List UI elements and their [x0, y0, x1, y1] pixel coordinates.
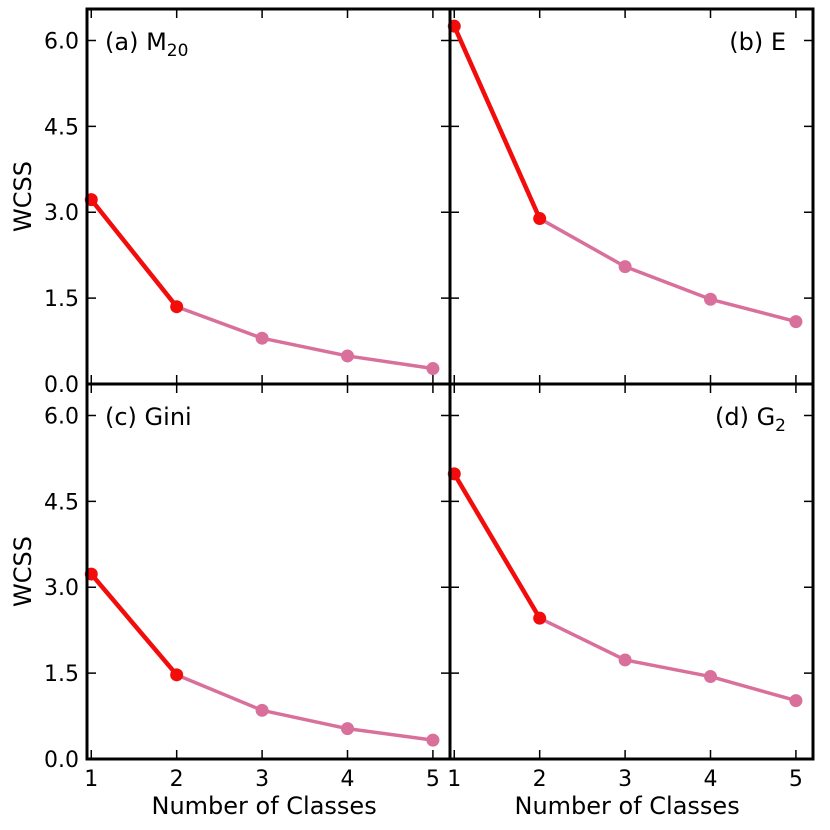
- y-tick-label: 3.0: [44, 576, 79, 601]
- data-point: [789, 315, 803, 329]
- series-line-shallow: [538, 616, 797, 703]
- data-point: [341, 349, 355, 363]
- x-tick-label: 5: [426, 767, 440, 792]
- y-axis-title: WCSS: [9, 161, 37, 232]
- y-tick-label: 4.5: [44, 115, 79, 140]
- series-line-steep: [89, 572, 179, 677]
- x-tick-label: 3: [255, 767, 269, 792]
- panel-label-text: (a) M: [105, 28, 167, 56]
- x-tick-label: 1: [447, 767, 461, 792]
- x-tick-label: 3: [618, 767, 632, 792]
- data-point: [341, 722, 355, 736]
- axes-frame: [85, 7, 452, 386]
- data-point: [170, 668, 184, 682]
- series-line-steep: [89, 198, 179, 309]
- y-tick-label: 4.5: [44, 490, 79, 515]
- data-point: [618, 260, 632, 274]
- data-point: [704, 292, 718, 306]
- data-point: [255, 331, 269, 345]
- panel-label-d: (d) G2: [715, 403, 786, 436]
- data-point: [533, 212, 547, 226]
- y-tick-label: 6.0: [44, 29, 79, 54]
- panel-label-b: (b) E: [729, 28, 786, 56]
- panel-label-subscript: 2: [775, 416, 786, 436]
- x-tick-label: 4: [704, 767, 718, 792]
- panel-c: 0.0 1.5 3.0 4.5 6.0 1 2 3 4 5 WCSS Number of Classe…: [9, 382, 452, 820]
- x-tick-label: 2: [533, 767, 547, 792]
- x-axis-title: Number of Classes: [151, 792, 376, 820]
- x-tick-label: 5: [789, 767, 803, 792]
- panel-b: (b) E: [447, 7, 815, 386]
- series-line-shallow: [176, 305, 434, 371]
- series-line-shallow: [176, 673, 434, 742]
- data-point: [255, 703, 269, 717]
- data-point: [704, 670, 718, 684]
- data-point: [533, 611, 547, 625]
- y-tick-label: 1.5: [44, 662, 79, 687]
- x-tick-label: 4: [341, 767, 355, 792]
- data-point: [426, 362, 440, 376]
- data-point: [426, 733, 440, 747]
- axes-frame: [448, 7, 815, 386]
- y-tick-label: 6.0: [44, 404, 79, 429]
- x-tick-label: 2: [170, 767, 184, 792]
- axes-frame: [85, 382, 452, 761]
- panel-label-subscript: 20: [167, 41, 189, 61]
- panel-label-text: (b) E: [729, 28, 786, 56]
- y-tick-label: 0.0: [44, 748, 79, 773]
- panel-a: 0.0 1.5 3.0 4.5 6.0 WCSS (a) M20: [9, 7, 452, 398]
- axes-frame: [448, 382, 815, 761]
- series-line-steep: [452, 472, 542, 620]
- series-line-shallow: [538, 217, 797, 324]
- y-axis-title: WCSS: [9, 536, 37, 607]
- data-point: [618, 653, 632, 667]
- panel-label-text: (d) G: [715, 403, 775, 431]
- series-line-steep: [452, 25, 542, 220]
- panel-label-text: (c) Gini: [105, 403, 192, 431]
- x-axis-title: Number of Classes: [514, 792, 739, 820]
- data-point: [170, 300, 184, 314]
- data-point: [789, 694, 803, 708]
- panel-label-a: (a) M20: [105, 28, 188, 61]
- y-tick-label: 3.0: [44, 201, 79, 226]
- panel-label-c: (c) Gini: [105, 403, 192, 431]
- x-tick-label: 1: [84, 767, 98, 792]
- y-tick-label: 1.5: [44, 287, 79, 312]
- y-tick-label: 0.0: [44, 373, 79, 398]
